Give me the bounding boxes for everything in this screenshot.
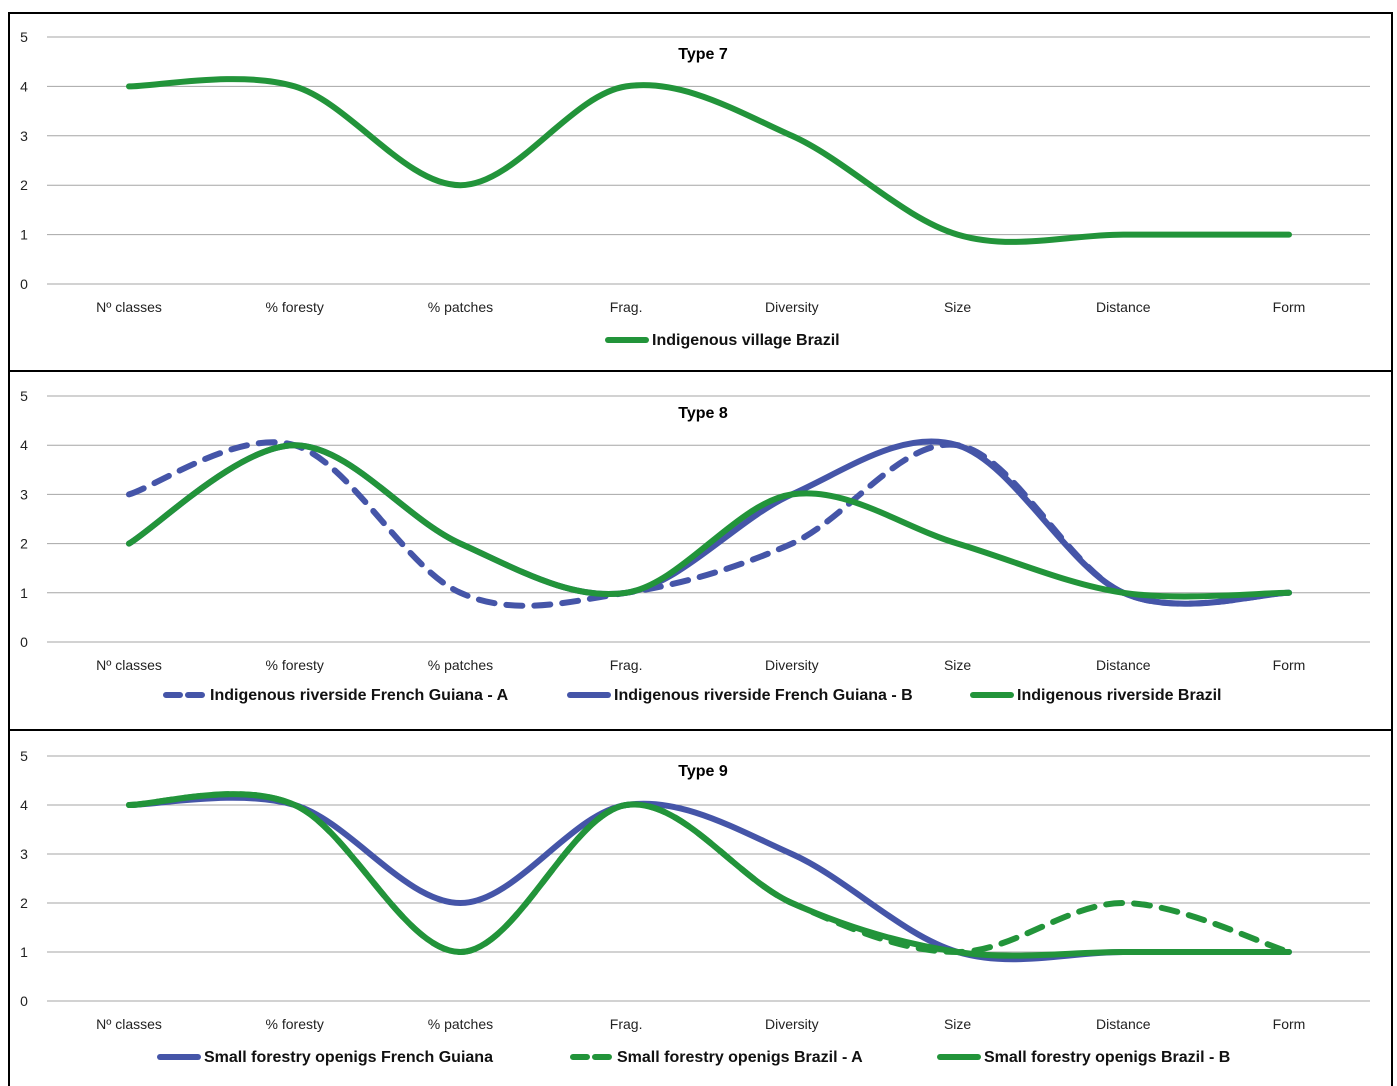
y-tick-label: 0 bbox=[20, 276, 28, 292]
y-tick-label: 4 bbox=[20, 78, 28, 94]
legend-label: Indigenous riverside French Guiana - B bbox=[614, 687, 913, 704]
chart-panel-type-8: 0 1 2 3 4 5 Nº classes % foresty % patches Frag.… bbox=[8, 370, 1393, 731]
legend-label: Indigenous village Brazil bbox=[652, 332, 840, 349]
x-tick-label: Nº classes bbox=[96, 1016, 162, 1032]
y-tick-label: 2 bbox=[20, 895, 28, 911]
y-tick-label: 0 bbox=[20, 634, 28, 650]
legend-label: Small forestry openigs Brazil - A bbox=[617, 1049, 863, 1066]
legend-label: Indigenous riverside Brazil bbox=[1017, 687, 1222, 704]
y-tick-label: 3 bbox=[20, 486, 28, 502]
y-tick-label: 1 bbox=[20, 227, 28, 243]
y-tick-label: 5 bbox=[20, 29, 28, 45]
x-tick-label: Size bbox=[944, 657, 971, 673]
x-tick-label: % foresty bbox=[266, 1016, 324, 1032]
x-tick-label: % foresty bbox=[266, 299, 324, 315]
x-tick-label: Distance bbox=[1096, 299, 1151, 315]
series-line-3 bbox=[126, 791, 1292, 959]
x-tick-label: Nº classes bbox=[96, 299, 162, 315]
legend-label: Small forestry openigs French Guiana bbox=[204, 1049, 493, 1066]
series-line-1 bbox=[126, 439, 1292, 609]
chart-panel-type-7: 0 1 2 3 4 5 Nº classes % foresty % patches Frag.… bbox=[8, 12, 1393, 372]
y-tick-label: 5 bbox=[20, 388, 28, 404]
x-tick-label: Distance bbox=[1096, 1016, 1151, 1032]
chart-svg: 0 1 2 3 4 5 Nº classes % foresty % patches Frag.… bbox=[20, 29, 1370, 349]
x-tick-label: Size bbox=[944, 299, 971, 315]
series-line-1 bbox=[126, 794, 1292, 963]
x-tick-label: Distance bbox=[1096, 657, 1151, 673]
x-tick-label: Frag. bbox=[610, 657, 643, 673]
y-tick-label: 4 bbox=[20, 437, 28, 453]
chart-panel-type-9: 0 1 2 3 4 5 Nº classes % foresty % patches Frag.… bbox=[8, 729, 1393, 1086]
series-line-2 bbox=[126, 438, 1292, 607]
chart-title: Type 9 bbox=[678, 763, 728, 780]
x-tick-label: Diversity bbox=[765, 1016, 819, 1032]
x-tick-label: Diversity bbox=[765, 299, 819, 315]
x-tick-label: Size bbox=[944, 1016, 971, 1032]
x-tick-label: % foresty bbox=[266, 657, 324, 673]
x-tick-label: Frag. bbox=[610, 1016, 643, 1032]
y-tick-label: 5 bbox=[20, 748, 28, 764]
x-tick-label: Diversity bbox=[765, 657, 819, 673]
x-tick-label: % patches bbox=[428, 657, 493, 673]
y-tick-label: 3 bbox=[20, 128, 28, 144]
legend-label: Small forestry openigs Brazil - B bbox=[984, 1049, 1230, 1066]
chart-svg: 0 1 2 3 4 5 Nº classes % foresty % patches Frag.… bbox=[20, 748, 1370, 1066]
y-tick-label: 0 bbox=[20, 993, 28, 1009]
y-tick-label: 1 bbox=[20, 944, 28, 960]
y-tick-label: 2 bbox=[20, 536, 28, 552]
x-tick-label: Nº classes bbox=[96, 657, 162, 673]
x-tick-label: Form bbox=[1273, 657, 1306, 673]
series-line-3 bbox=[126, 442, 1292, 600]
y-tick-label: 4 bbox=[20, 797, 28, 813]
x-tick-label: Form bbox=[1273, 299, 1306, 315]
legend-label: Indigenous riverside French Guiana - A bbox=[210, 687, 509, 704]
x-tick-label: Form bbox=[1273, 1016, 1306, 1032]
chart-title: Type 8 bbox=[678, 405, 728, 422]
y-tick-label: 2 bbox=[20, 177, 28, 193]
series-line-1 bbox=[126, 76, 1292, 245]
y-tick-label: 3 bbox=[20, 846, 28, 862]
chart-svg: 0 1 2 3 4 5 Nº classes % foresty % patches Frag.… bbox=[20, 388, 1370, 704]
y-tick-label: 1 bbox=[20, 585, 28, 601]
x-tick-label: Frag. bbox=[610, 299, 643, 315]
x-tick-label: % patches bbox=[428, 299, 493, 315]
chart-title: Type 7 bbox=[678, 46, 728, 63]
x-tick-label: % patches bbox=[428, 1016, 493, 1032]
